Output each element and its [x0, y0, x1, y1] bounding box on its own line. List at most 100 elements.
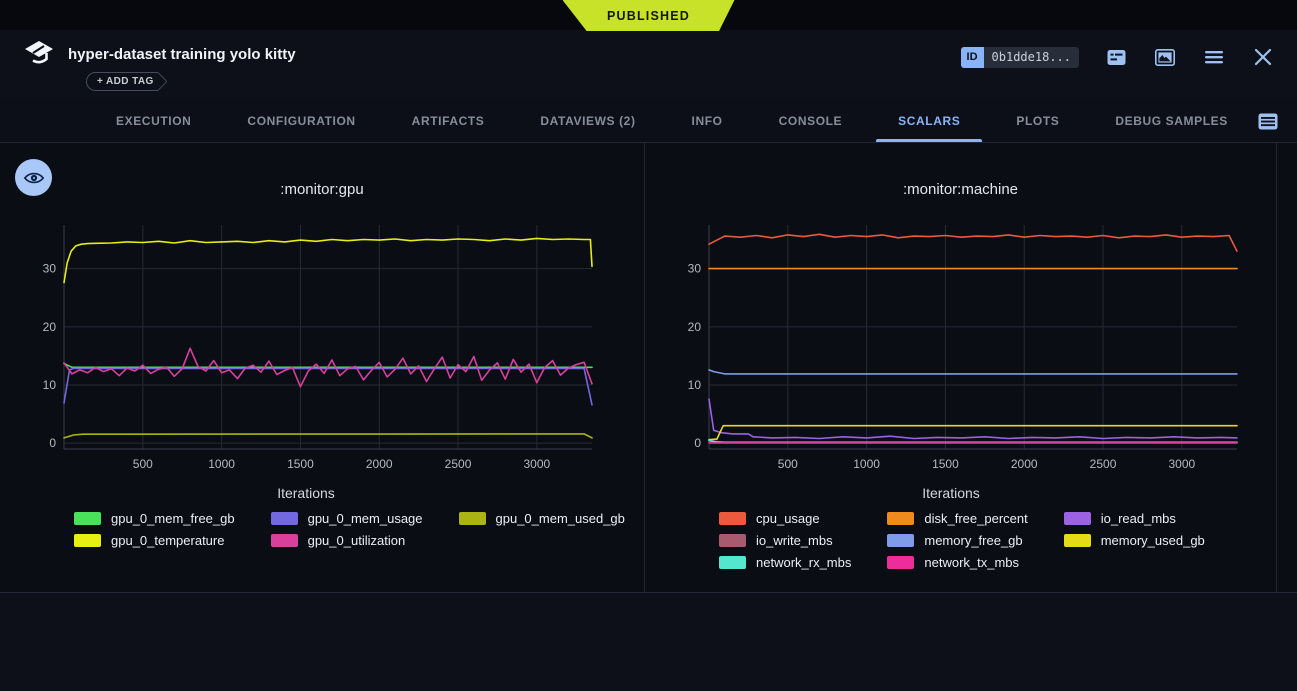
tab-label: DEBUG SAMPLES — [1115, 114, 1227, 128]
machine-chart-panel: :monitor:machine 01020305001000150020002… — [645, 143, 1277, 592]
legend-item-memory_free_gb[interactable]: memory_free_gb — [887, 533, 1027, 548]
tab-console[interactable]: CONSOLE — [751, 100, 871, 142]
tabs-container: EXECUTION CONFIGURATION ARTIFACTS DATAVIEWS… — [88, 100, 1256, 142]
svg-text:3000: 3000 — [1168, 457, 1195, 471]
svg-text:10: 10 — [43, 378, 57, 392]
svg-text:2000: 2000 — [366, 457, 393, 471]
scrollbar-gutter — [1277, 143, 1297, 592]
legend-swatch — [719, 534, 746, 547]
legend-label: memory_used_gb — [1101, 533, 1205, 548]
table-icon[interactable] — [1256, 109, 1280, 133]
status-badge-published: PUBLISHED — [563, 0, 735, 31]
top-strip: PUBLISHED — [0, 0, 1297, 30]
tab-label: INFO — [692, 114, 723, 128]
machine-chart-title: :monitor:machine — [645, 181, 1276, 201]
legend-swatch — [887, 512, 914, 525]
legend-item-gpu_0_mem_usage[interactable]: gpu_0_mem_usage — [271, 511, 423, 526]
published-label: PUBLISHED — [607, 9, 690, 23]
gpu-chart-plot[interactable]: 010203050010001500200025003000 — [6, 211, 606, 479]
svg-text:30: 30 — [43, 262, 57, 276]
gpu-chart-title: :monitor:gpu — [0, 181, 644, 201]
tab-bar: EXECUTION CONFIGURATION ARTIFACTS DATAVIEWS… — [0, 100, 1297, 143]
legend-swatch — [887, 556, 914, 569]
legend-label: disk_free_percent — [924, 511, 1027, 526]
machine-chart-legend: cpu_usage disk_free_percent io_read_mbs io_… — [719, 511, 1276, 570]
tab-label: PLOTS — [1016, 114, 1059, 128]
eye-icon[interactable] — [15, 159, 52, 196]
svg-text:1000: 1000 — [853, 457, 880, 471]
tab-scalars[interactable]: SCALARS — [870, 100, 988, 142]
legend-swatch — [271, 534, 298, 547]
tab-dataviews-2[interactable]: DATAVIEWS (2) — [512, 100, 663, 142]
legend-swatch — [74, 512, 101, 525]
legend-label: memory_free_gb — [924, 533, 1022, 548]
legend-swatch — [459, 512, 486, 525]
legend-swatch — [887, 534, 914, 547]
image-icon[interactable] — [1153, 45, 1177, 69]
legend-label: io_read_mbs — [1101, 511, 1176, 526]
svg-text:0: 0 — [49, 436, 56, 450]
experiment-title: hyper-dataset training yolo kitty — [68, 46, 296, 63]
svg-text:500: 500 — [778, 457, 798, 471]
tab-label: CONFIGURATION — [247, 114, 355, 128]
tab-label: DATAVIEWS (2) — [540, 114, 635, 128]
legend-item-network_rx_mbs[interactable]: network_rx_mbs — [719, 555, 851, 570]
app-logo-icon — [24, 40, 54, 72]
legend-swatch — [719, 556, 746, 569]
tab-info[interactable]: INFO — [664, 100, 751, 142]
app-root: PUBLISHED hyper-dataset training yolo ki… — [0, 0, 1297, 691]
tab-artifacts[interactable]: ARTIFACTS — [384, 100, 513, 142]
gpu-chart-legend: gpu_0_mem_free_gb gpu_0_mem_usage gpu_0_me… — [74, 511, 644, 548]
legend-item-gpu_0_utilization[interactable]: gpu_0_utilization — [271, 533, 423, 548]
tab-configuration[interactable]: CONFIGURATION — [219, 100, 383, 142]
legend-label: gpu_0_temperature — [111, 533, 224, 548]
id-value: 0b1dde18... — [984, 47, 1079, 68]
legend-item-io_read_mbs[interactable]: io_read_mbs — [1064, 511, 1205, 526]
tab-execution[interactable]: EXECUTION — [88, 100, 219, 142]
scalars-content: :monitor:gpu 0 10 20 30 500 1000 1500 2000 2500 3… — [0, 143, 1297, 593]
add-tag-button[interactable]: + ADD TAG — [86, 72, 158, 91]
experiment-header: hyper-dataset training yolo kitty + ADD … — [0, 30, 1297, 100]
svg-text:1500: 1500 — [932, 457, 959, 471]
legend-label: cpu_usage — [756, 511, 820, 526]
tab-label: SCALARS — [898, 114, 960, 128]
legend-swatch — [74, 534, 101, 547]
legend-swatch — [1064, 512, 1091, 525]
legend-item-memory_used_gb[interactable]: memory_used_gb — [1064, 533, 1205, 548]
legend-swatch — [271, 512, 298, 525]
svg-text:10: 10 — [688, 378, 702, 392]
svg-text:2500: 2500 — [1090, 457, 1117, 471]
legend-item-network_tx_mbs[interactable]: network_tx_mbs — [887, 555, 1027, 570]
tab-label: ARTIFACTS — [412, 114, 485, 128]
svg-text:1000: 1000 — [208, 457, 235, 471]
gpu-chart-panel: :monitor:gpu 010203050010001500200025003… — [0, 143, 645, 592]
tab-plots[interactable]: PLOTS — [988, 100, 1087, 142]
svg-text:2500: 2500 — [445, 457, 472, 471]
legend-item-cpu_usage[interactable]: cpu_usage — [719, 511, 851, 526]
tab-debug-samples[interactable]: DEBUG SAMPLES — [1087, 100, 1255, 142]
machine-chart-xlabel: Iterations — [651, 485, 1251, 501]
legend-item-gpu_0_temperature[interactable]: gpu_0_temperature — [74, 533, 235, 548]
close-icon[interactable] — [1251, 45, 1275, 69]
legend-item-disk_free_percent[interactable]: disk_free_percent — [887, 511, 1027, 526]
experiment-id-badge[interactable]: ID 0b1dde18... — [961, 47, 1079, 68]
svg-text:500: 500 — [133, 457, 153, 471]
svg-text:20: 20 — [43, 320, 57, 334]
legend-label: network_rx_mbs — [756, 555, 851, 570]
legend-item-gpu_0_mem_used_gb[interactable]: gpu_0_mem_used_gb — [459, 511, 625, 526]
menu-icon[interactable] — [1202, 45, 1226, 69]
legend-label: gpu_0_mem_usage — [308, 511, 423, 526]
svg-text:0: 0 — [694, 436, 701, 450]
svg-text:1500: 1500 — [287, 457, 314, 471]
legend-item-io_write_mbs[interactable]: io_write_mbs — [719, 533, 851, 548]
legend-swatch — [1064, 534, 1091, 547]
legend-label: gpu_0_utilization — [308, 533, 406, 548]
legend-swatch — [719, 512, 746, 525]
gpu-chart-xlabel: Iterations — [6, 485, 606, 501]
machine-chart-plot[interactable]: 010203050010001500200025003000 — [651, 211, 1251, 479]
notes-icon[interactable] — [1104, 45, 1128, 69]
tab-label: CONSOLE — [779, 114, 843, 128]
svg-text:30: 30 — [688, 262, 702, 276]
legend-label: gpu_0_mem_free_gb — [111, 511, 235, 526]
legend-item-gpu_0_mem_free_gb[interactable]: gpu_0_mem_free_gb — [74, 511, 235, 526]
